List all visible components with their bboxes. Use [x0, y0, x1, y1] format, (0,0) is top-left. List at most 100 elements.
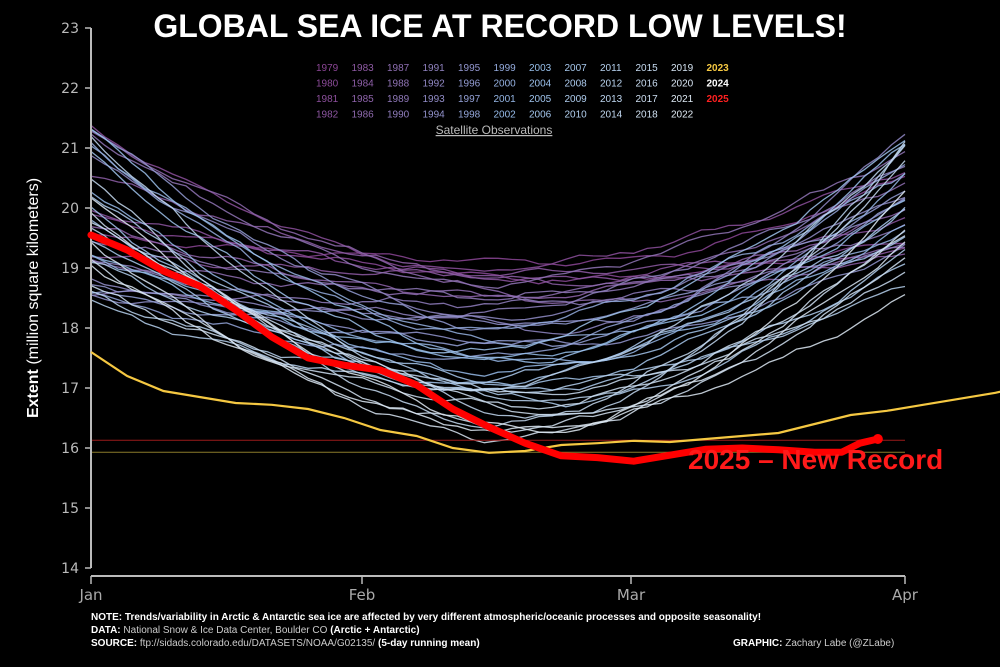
legend-year-1988: 1988 [387, 79, 410, 90]
y-tick-label: 22 [61, 81, 79, 97]
y-tick-label: 19 [61, 261, 79, 277]
highlight-lines [87, 231, 1000, 465]
legend-year-1980: 1980 [316, 79, 339, 90]
historical-year-line [90, 197, 906, 326]
legend-year-2003: 2003 [529, 63, 552, 74]
y-axis-label-rest: (million square kilometers) [25, 178, 42, 365]
historical-year-line [90, 124, 906, 272]
y-tick-label: 21 [61, 141, 79, 157]
legend-year-2011: 2011 [600, 63, 622, 74]
historical-year-line [90, 128, 906, 331]
y-tick-label: 23 [61, 21, 79, 37]
legend-year-2002: 2002 [494, 110, 517, 121]
series-2025-line [87, 231, 882, 465]
legend-year-1996: 1996 [458, 79, 481, 90]
legend-year-2015: 2015 [636, 63, 659, 74]
legend-year-1985: 1985 [352, 94, 375, 105]
legend-year-1984: 1984 [352, 79, 375, 90]
legend-year-1994: 1994 [423, 110, 446, 121]
record-annotation: 2025 – New Record [688, 444, 943, 475]
chart-title: GLOBAL SEA ICE AT RECORD LOW LEVELS! [153, 8, 846, 44]
y-tick-label: 17 [61, 381, 79, 397]
legend-year-2018: 2018 [636, 110, 659, 121]
y-tick-label: 18 [61, 321, 79, 337]
x-tick-label: Jan [78, 586, 102, 604]
legend-year-2013: 2013 [600, 94, 623, 105]
legend-year-1981: 1981 [316, 94, 339, 105]
legend-year-1993: 1993 [423, 94, 446, 105]
legend-year-1982: 1982 [316, 110, 339, 121]
legend-year-2017: 2017 [636, 94, 659, 105]
historical-year-line [90, 128, 906, 364]
footer-data-suffix: (Arctic + Antarctic) [330, 625, 420, 636]
historical-year-line [90, 285, 906, 394]
footer-note-label: NOTE: [91, 612, 123, 623]
legend-year-2005: 2005 [529, 94, 552, 105]
historical-year-line [90, 190, 906, 434]
historical-year-line [90, 208, 906, 385]
footer-data-label: DATA: [91, 625, 121, 636]
legend-year-2008: 2008 [565, 79, 588, 90]
legend-year-2004: 2004 [529, 79, 552, 90]
historical-year-line [90, 248, 906, 408]
y-axis-label: Extent (million square kilometers) [25, 178, 42, 418]
legend-year-2010: 2010 [565, 110, 588, 121]
legend-year-1986: 1986 [352, 110, 375, 121]
historical-year-line [90, 191, 906, 377]
historical-year-line [90, 133, 906, 336]
legend-year-1997: 1997 [458, 94, 481, 105]
legend-year-1987: 1987 [387, 63, 410, 74]
legend: 1979 1980 1981 1982 1983 1984 1985 1986 1987 1988… [316, 63, 729, 121]
y-tick-label: 20 [61, 201, 79, 217]
historical-year-line [90, 142, 906, 331]
footer-data: DATA: National Snow & Ice Data Center, B… [91, 625, 420, 636]
legend-year-1992: 1992 [423, 79, 446, 90]
legend-year-2022: 2022 [671, 110, 694, 121]
y-tick-label: 15 [61, 501, 79, 517]
footer-note-text: Trends/variability in Arctic & Antarctic… [124, 612, 762, 623]
historical-year-line [90, 133, 906, 289]
historical-year-line [90, 163, 906, 360]
legend-year-2000: 2000 [494, 79, 517, 90]
x-tick-label: Mar [617, 586, 646, 604]
footer-note: NOTE: Trends/variability in Arctic & Ant… [91, 612, 761, 623]
footer-data-text: National Snow & Ice Data Center, Boulder… [123, 625, 328, 636]
legend-title: Satellite Observations [436, 123, 553, 137]
legend-year-1998: 1998 [458, 110, 481, 121]
legend-year-2025: 2025 [707, 94, 730, 105]
legend-year-1979: 1979 [316, 63, 339, 74]
legend-year-1995: 1995 [458, 63, 481, 74]
legend-year-2024: 2024 [707, 79, 730, 90]
footer-graphic-label: GRAPHIC: [733, 638, 783, 649]
series-2025-endpoint [872, 434, 883, 444]
y-tick-label: 16 [61, 441, 79, 457]
legend-year-2020: 2020 [671, 79, 694, 90]
legend-year-1991: 1991 [423, 63, 446, 74]
footer-source-link[interactable]: ftp://sidads.colorado.edu/DATASETS/NOAA/… [139, 638, 376, 649]
historical-year-line [90, 224, 906, 301]
y-tick-label: 14 [61, 561, 79, 577]
historical-year-line [90, 135, 906, 419]
legend-year-2007: 2007 [565, 63, 588, 74]
legend-year-2016: 2016 [636, 79, 659, 90]
x-tick-label: Apr [892, 586, 919, 604]
footer-graphic-text: Zachary Labe (@ZLabe) [785, 638, 895, 649]
x-tick-label: Feb [349, 586, 376, 604]
legend-year-1999: 1999 [494, 63, 517, 74]
historical-year-line [90, 182, 906, 299]
historical-year-line [90, 175, 906, 287]
historical-lines [90, 124, 906, 444]
historical-year-line [90, 212, 906, 416]
legend-year-2009: 2009 [565, 94, 588, 105]
legend-year-2023: 2023 [707, 63, 730, 74]
legend-year-2021: 2021 [671, 94, 694, 105]
legend-year-2001: 2001 [494, 94, 517, 105]
legend-year-2014: 2014 [600, 110, 623, 121]
legend-year-1983: 1983 [352, 63, 375, 74]
footer-source: SOURCE: ftp://sidads.colorado.edu/DATASE… [91, 638, 480, 649]
legend-year-2006: 2006 [529, 110, 552, 121]
historical-year-line [90, 209, 906, 299]
historical-year-line [90, 140, 906, 354]
legend-year-1990: 1990 [387, 110, 410, 121]
